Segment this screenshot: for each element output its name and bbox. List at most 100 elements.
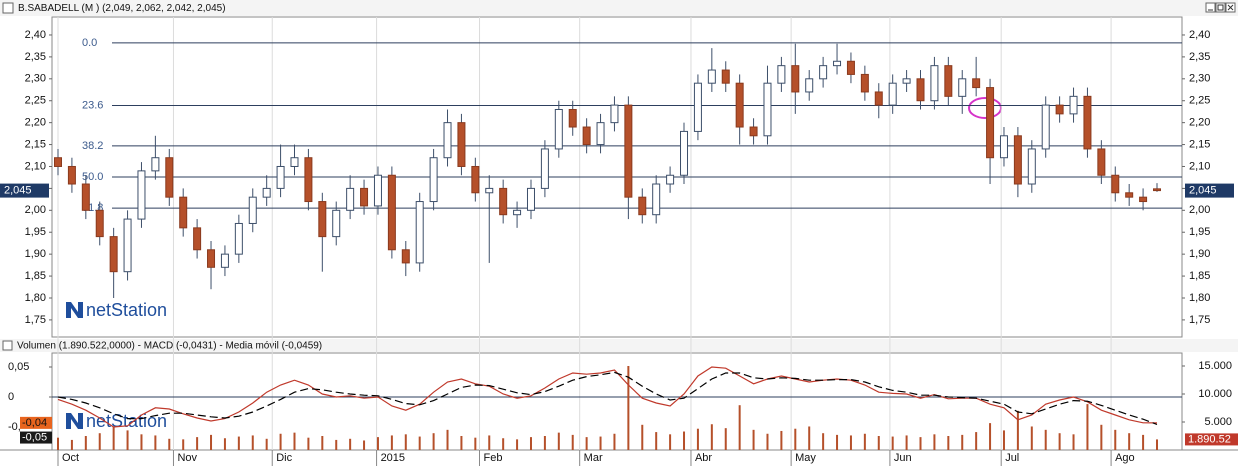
candle-body [944,65,953,97]
candle-body [165,157,174,198]
volume-bar [891,436,894,450]
y-tick-label: 1,85 [25,270,46,282]
volume-bar [752,429,755,450]
volume-bar [70,439,73,450]
volume-bar [1072,434,1075,450]
candle-body [721,69,730,84]
candle-body [81,183,90,211]
candle-body [791,65,800,93]
candle-body [1069,95,1078,115]
volume-bar [279,433,282,450]
volume-bar [613,433,616,450]
volume-bar [627,365,630,450]
volume-bar [223,438,226,450]
candle-body [443,122,452,159]
last-price-box [0,183,49,198]
candle-body [318,201,327,238]
volume-bar [474,437,477,450]
x-tick-label: Jun [894,452,912,464]
volume-bar [516,439,519,450]
candle-body [833,60,842,67]
y-tick-label: 0 [8,391,14,403]
volume-bar [140,434,143,450]
series [57,371,1158,426]
volume-bar [432,433,435,450]
candle-body [735,82,744,128]
volume-bar [1086,404,1089,450]
volume-bar [237,436,240,450]
y-tick-label: 1,85 [1189,270,1210,282]
candle-body [568,108,577,128]
y-tick-label: 2,30 [1189,73,1210,85]
y-tick-label: 2,25 [25,95,46,107]
candle-body [471,165,480,194]
volume-bar [975,432,978,450]
candle-body [401,249,410,264]
candle-body [1041,104,1050,150]
candle-body [151,157,160,172]
volume-bar [1044,429,1047,450]
maximize-button[interactable] [1215,2,1226,13]
y-tick-label: 1,80 [1189,292,1210,304]
volume-bar [1142,434,1145,450]
y-tick-label: 2,35 [25,51,46,63]
volume-bar [1156,439,1158,450]
candle-body [220,253,229,268]
volume-bar [265,438,268,450]
candle-body [930,65,939,102]
volume-bar [321,435,324,450]
last-value-box [20,416,52,429]
logo-icon [66,413,83,429]
volume-bar [390,435,393,450]
volume-bar [1100,424,1103,450]
x-tick-label: 2015 [381,452,405,464]
candle-body [693,82,702,132]
volume-bar [822,433,825,450]
candle-body [248,196,257,224]
volume-bar [919,437,922,450]
candle-body [1083,95,1092,150]
volume-bar [599,436,602,450]
y-tick-label: 1,90 [25,248,46,260]
y-tick-label: 0,05 [8,361,29,373]
candle-body [54,157,62,167]
watermark: netStation [86,411,167,431]
y-tick-label: 2,25 [1189,95,1210,107]
candle-body [360,187,369,207]
y-tick-label: 2,30 [25,73,46,85]
candle-body [805,78,814,93]
candle-body [638,196,647,216]
candle-body [526,187,535,211]
minimize-button[interactable] [1205,2,1216,13]
volume-bar [182,439,185,450]
close-icon [1227,4,1234,11]
volume-bar [335,439,338,450]
x-tick-label: Abr [695,452,712,464]
y-tick-label: 1,90 [1189,248,1210,260]
candle-body [485,187,494,194]
last-price-box [1185,183,1234,198]
candle-body [986,87,995,159]
candle-body [1153,188,1161,192]
candle-body [860,73,869,93]
volume-bar [307,437,310,450]
fib-label: 23.6 [82,99,103,111]
volume-bar [585,437,588,450]
window-controls[interactable] [1205,2,1236,13]
candle-body [193,227,202,251]
y2-tick-label: 15.000 [1198,360,1232,372]
signal-line [57,371,1158,426]
volume-bar [836,434,839,450]
candle-body [972,78,981,89]
series [57,365,1158,450]
volume-bar [961,434,964,450]
volume-bar [766,433,769,450]
volume-bar [210,434,213,450]
last-price-label: 2,045 [1189,184,1217,196]
y-tick-label: -0, [8,421,21,433]
volume-bar [502,438,505,450]
candle-body [234,222,243,255]
volume-bar [1114,429,1117,450]
x-tick-label: Dic [276,452,292,464]
